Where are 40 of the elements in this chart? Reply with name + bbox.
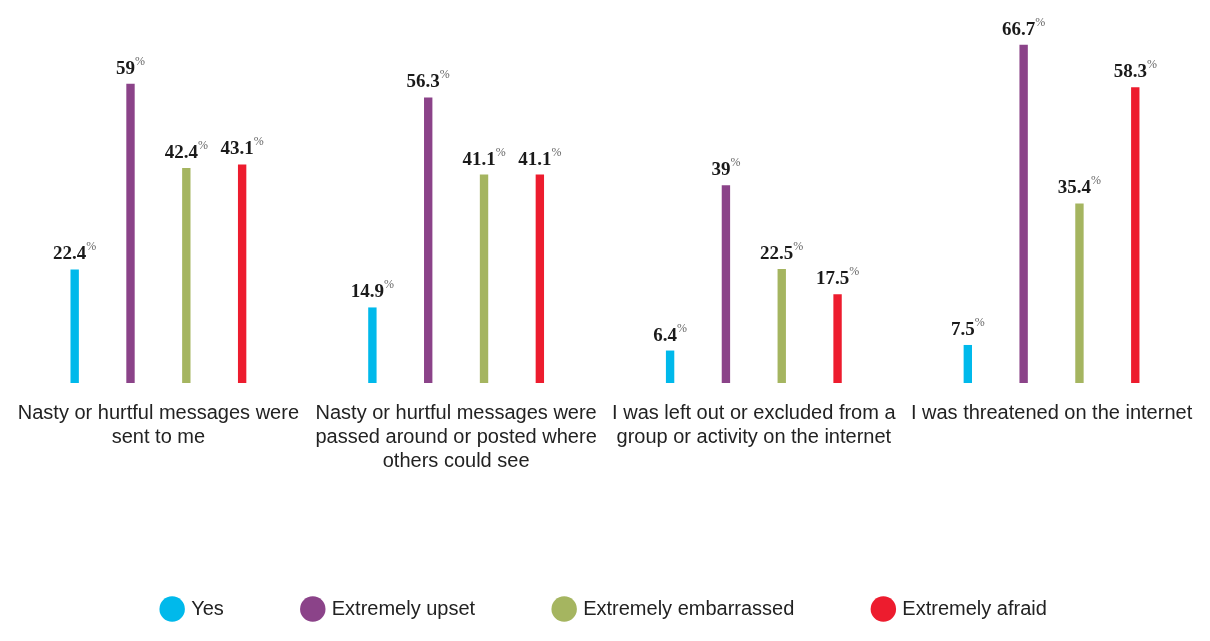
- data-label: 35.4%: [1057, 173, 1102, 198]
- x-tick-label: I was threatened on the internet: [910, 400, 1193, 423]
- data-label: 14.9%: [350, 277, 395, 302]
- data-label: 39%: [711, 155, 741, 180]
- data-label: 59%: [116, 53, 145, 78]
- bar: [777, 268, 786, 383]
- x-tick-label: I was left out or excluded from a group or activity on the internet: [612, 400, 897, 447]
- legend-label: Extremely upset: [331, 596, 476, 619]
- bar: [1019, 44, 1028, 383]
- data-label: 17.5%: [815, 264, 860, 289]
- data-label: 56.3%: [406, 67, 450, 92]
- data-label: 66.7%: [1002, 14, 1046, 39]
- bar: [182, 167, 191, 383]
- bar: [126, 83, 135, 383]
- x-tick-label: Nasty or hurtful messages were sent to me: [17, 400, 300, 447]
- x-tick-label: Nasty or hurtful messages were passed around or posted where others could see: [315, 400, 597, 471]
- data-label: 43.1%: [220, 134, 264, 159]
- bar: [70, 269, 79, 383]
- data-label: 22.5%: [760, 238, 804, 263]
- legend-label: Extremely embarrassed: [583, 596, 795, 619]
- bar: [665, 350, 675, 383]
- data-label: 58.3%: [1113, 57, 1157, 82]
- data-label: 6.4%: [653, 320, 687, 345]
- data-label: 41.1%: [518, 144, 562, 169]
- bar: [237, 164, 247, 383]
- bar: [963, 344, 972, 383]
- data-label: 42.4%: [164, 137, 208, 162]
- bar: [1075, 203, 1084, 383]
- bar: [833, 294, 842, 383]
- data-label: 22.4%: [53, 239, 97, 264]
- legend-label: Yes: [191, 596, 224, 619]
- data-label: 7.5%: [950, 314, 985, 339]
- bar: [1131, 87, 1140, 383]
- legend-label: Extremely afraid: [902, 596, 1047, 619]
- bar: [479, 174, 489, 383]
- bar: [721, 185, 731, 383]
- bar: [424, 97, 433, 383]
- bar: [535, 174, 545, 383]
- data-label: 41.1%: [462, 144, 506, 169]
- bar: [368, 307, 377, 383]
